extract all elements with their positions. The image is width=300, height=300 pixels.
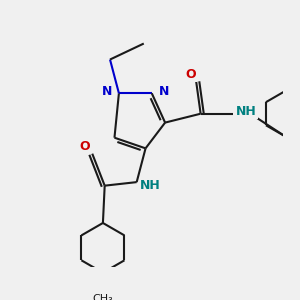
Text: CH₃: CH₃ bbox=[92, 294, 113, 300]
Text: NH: NH bbox=[140, 179, 161, 192]
Text: O: O bbox=[80, 140, 91, 153]
Text: N: N bbox=[159, 85, 169, 98]
Text: O: O bbox=[186, 68, 196, 81]
Text: N: N bbox=[101, 85, 112, 98]
Text: NH: NH bbox=[236, 105, 257, 119]
